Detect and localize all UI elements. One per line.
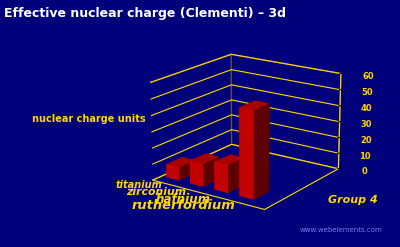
Text: Effective nuclear charge (Clementi) – 3d: Effective nuclear charge (Clementi) – 3d [4, 7, 286, 21]
Text: www.webelements.com: www.webelements.com [300, 227, 383, 233]
Text: nuclear charge units: nuclear charge units [32, 114, 146, 124]
Text: Group 4: Group 4 [328, 195, 378, 205]
